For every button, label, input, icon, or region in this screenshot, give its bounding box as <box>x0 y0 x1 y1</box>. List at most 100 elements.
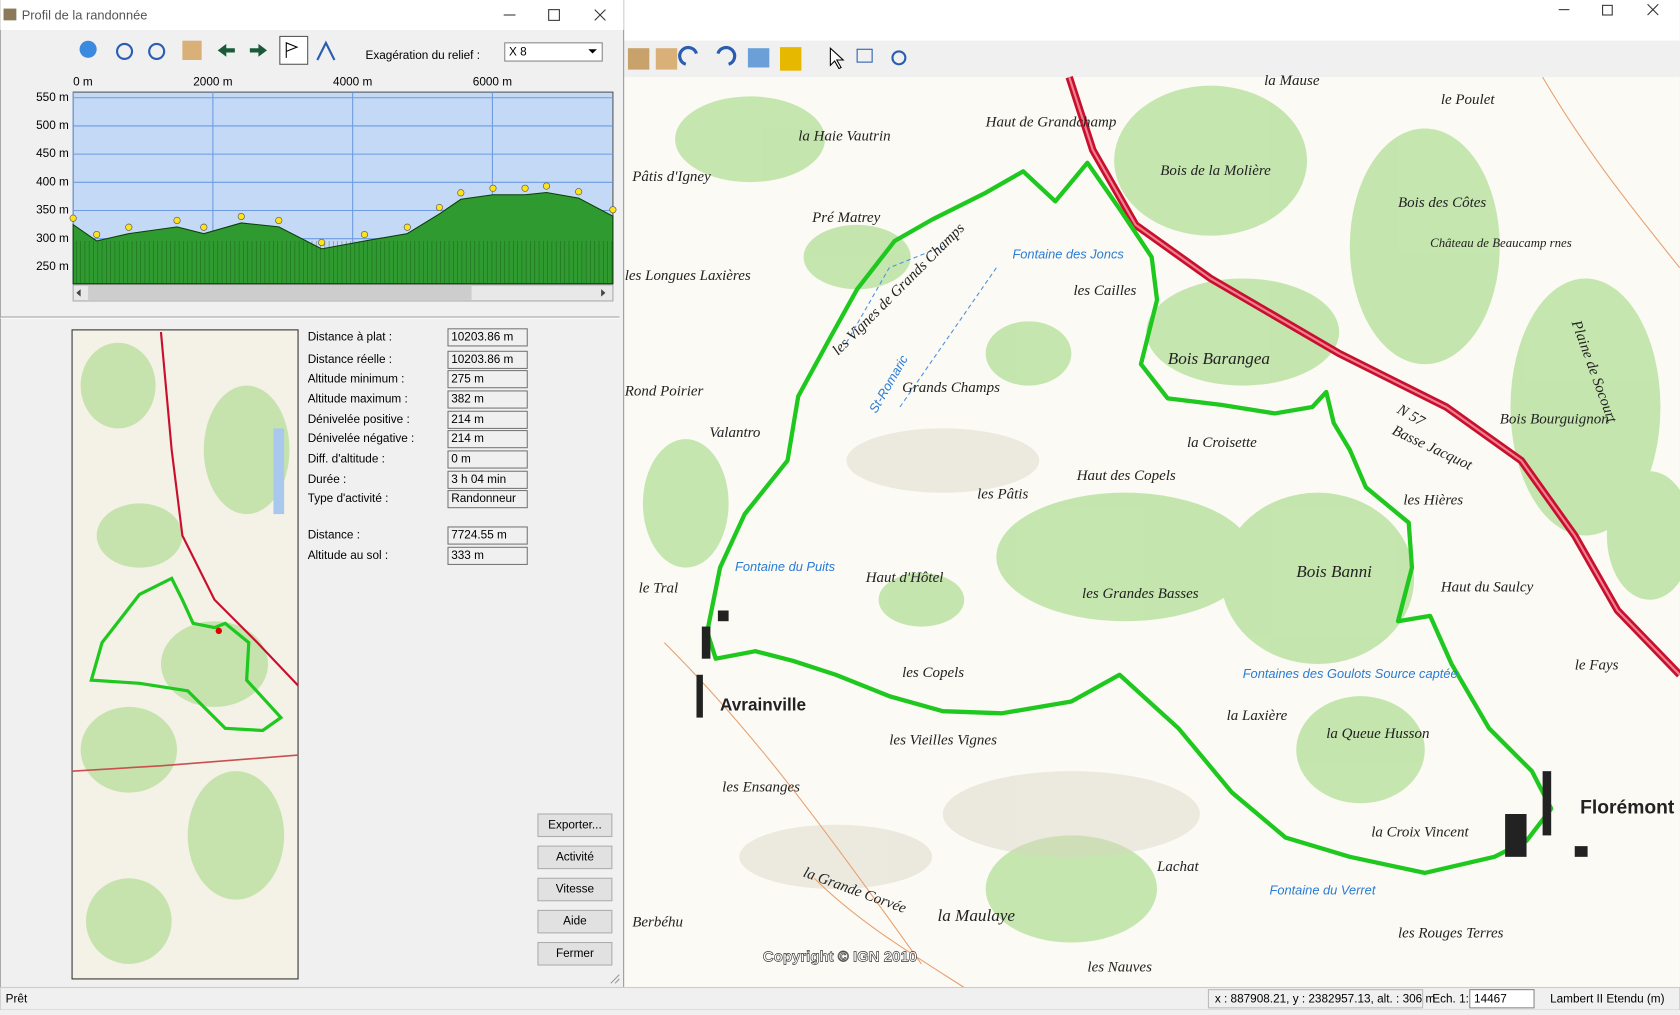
map-label: les Ensanges <box>722 780 800 796</box>
map-label: la Haie Vautrin <box>798 129 890 145</box>
button-label[interactable]: Vitesse <box>556 883 595 896</box>
button[interactable] <box>537 877 613 902</box>
map-label: les Nauves <box>1087 960 1152 976</box>
map-label: Bois Banni <box>1296 562 1372 581</box>
stat-label: Dénivelée négative : <box>308 432 415 445</box>
track-point <box>125 223 133 231</box>
map-label: Pâtis d'Igney <box>631 169 711 185</box>
track-point <box>173 216 181 224</box>
map[interactable]: la Mause le Poulet Haut de Grandchamp la… <box>623 73 1680 988</box>
map-label: Château de Beaucamp rnes <box>1430 236 1572 250</box>
map-label: Bois Bourguignon <box>1500 411 1609 427</box>
map-label: Avrainville <box>720 694 806 714</box>
map-label: la Croisette <box>1187 435 1257 451</box>
map-label: Haut d'Hôtel <box>865 570 944 586</box>
y-tick-label: 500 m <box>36 119 69 132</box>
status-scale-value: 14467 <box>1474 992 1507 1005</box>
stat-label: Type d'activité : <box>308 492 389 505</box>
dialog-window-controls[interactable] <box>503 9 606 21</box>
profile-dialog: Profil de la randonnée Exagération du re… <box>0 0 625 989</box>
map-label: Bois des Côtes <box>1398 195 1486 211</box>
map-label: la Mause <box>1264 73 1320 89</box>
map-label: Fontaine du Puits <box>735 559 836 574</box>
stat-field <box>447 450 528 469</box>
button[interactable] <box>537 909 613 934</box>
map-label: la Maulaye <box>937 906 1015 925</box>
stat-field <box>447 350 528 369</box>
dialog-titlebar <box>0 0 624 30</box>
map-label: Fontaine des Joncs <box>1012 246 1124 261</box>
button[interactable] <box>537 941 613 966</box>
stat-field <box>447 410 528 429</box>
stat-field <box>447 546 528 565</box>
stat-label: Diff. d'altitude : <box>308 453 385 466</box>
combo-arrow[interactable] <box>588 49 597 54</box>
map-label: la Croix Vincent <box>1371 825 1469 841</box>
stat-value: 214 m <box>451 432 484 445</box>
button[interactable] <box>537 845 613 870</box>
exaggeration-combo[interactable] <box>504 42 603 62</box>
stat-label: Altitude maximum : <box>308 393 408 406</box>
map-label: Pré Matrey <box>811 210 880 226</box>
terrain-area <box>72 191 614 285</box>
map-label: les Hières <box>1403 493 1463 509</box>
track-point <box>360 231 369 239</box>
track-point <box>275 216 283 224</box>
stat-field <box>447 430 528 449</box>
map-label: Lachat <box>1156 859 1199 875</box>
stats-table: Distance à plat : 10203.86 m Distance réel… <box>308 328 528 565</box>
map-label: Rond Poirier <box>624 383 704 399</box>
button-label[interactable]: Aide <box>563 915 587 928</box>
map-label: Grands Champs <box>902 380 1000 396</box>
stat-value: 3 h 04 min <box>451 473 506 486</box>
button-label[interactable]: Exporter... <box>548 818 602 831</box>
overview-map[interactable] <box>71 329 299 980</box>
x-tick-label: 0 m <box>73 76 93 89</box>
status-coords: x : 887908.21, y : 2382957.13, alt. : 30… <box>1215 992 1436 1005</box>
resize-grip <box>610 974 620 984</box>
x-tick-label: 2000 m <box>193 76 232 89</box>
map-label: Valantro <box>709 425 761 441</box>
stat-field <box>447 526 528 545</box>
map-label: Haut de Grandchamp <box>985 115 1117 131</box>
map-label: le Tral <box>639 581 679 597</box>
map-label: les Rouges Terres <box>1398 925 1504 941</box>
y-tick-label: 550 m <box>36 91 69 104</box>
map-toolbar-icons[interactable] <box>627 45 907 71</box>
button-label[interactable]: Activité <box>556 850 594 863</box>
map-label: le Fays <box>1575 658 1619 674</box>
y-tick-label: 400 m <box>36 175 69 188</box>
dialog-icon <box>3 8 17 21</box>
elevation-profile: 0 m 2000 m 4000 m 6000 m 550 m 500 m 450 m 400 … <box>36 76 617 285</box>
y-tick-label: 300 m <box>36 232 69 245</box>
map-label: Haut des Copels <box>1076 468 1176 484</box>
profile-toolbar[interactable] <box>79 35 336 65</box>
track-point <box>93 231 101 239</box>
map-label: la Laxière <box>1227 708 1288 724</box>
stat-value: 275 m <box>451 372 484 385</box>
status-projection: Lambert II Etendu (m) <box>1550 992 1665 1005</box>
track-point <box>237 212 245 221</box>
main-window-controls[interactable] <box>1558 3 1659 16</box>
stat-value: 214 m <box>451 413 484 426</box>
map-label: les Pâtis <box>977 486 1028 502</box>
stat-field <box>447 490 528 509</box>
stat-field <box>447 470 528 489</box>
scroll-thumb[interactable] <box>88 285 472 300</box>
button[interactable] <box>537 813 613 838</box>
y-tick-label: 350 m <box>36 204 69 217</box>
main-titlebar <box>623 0 1680 41</box>
track-point <box>521 184 529 192</box>
x-tick-label: 6000 m <box>473 76 512 89</box>
map-label: les Copels <box>902 665 964 681</box>
button-label[interactable]: Fermer <box>556 947 594 960</box>
map-label: Berbéhu <box>632 915 683 931</box>
x-tick-label: 4000 m <box>333 76 372 89</box>
stat-label: Durée : <box>308 473 347 486</box>
scale-input[interactable] <box>1469 989 1535 1009</box>
map-label: Fontaine du Verret <box>1269 883 1376 898</box>
stat-field <box>447 370 528 389</box>
exaggeration-value: X 8 <box>509 46 527 59</box>
